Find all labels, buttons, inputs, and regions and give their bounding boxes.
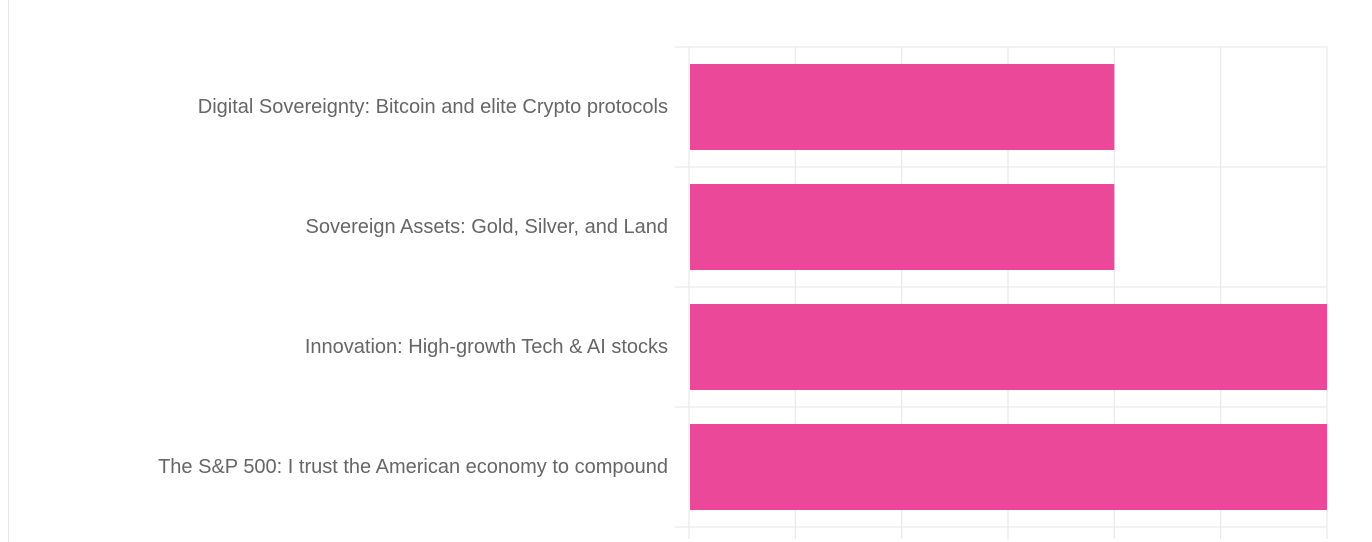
bar bbox=[690, 424, 1327, 510]
category-label: The S&P 500: I trust the American econom… bbox=[158, 456, 668, 478]
category-label: Innovation: High-growth Tech & AI stocks bbox=[305, 336, 668, 358]
chart-category-labels: Digital Sovereignty: Bitcoin and elite C… bbox=[158, 96, 668, 478]
bar bbox=[690, 64, 1115, 150]
category-label: Sovereign Assets: Gold, Silver, and Land bbox=[306, 216, 668, 238]
panel-left-border bbox=[8, 0, 9, 542]
bar bbox=[690, 304, 1327, 390]
chart-bars bbox=[690, 64, 1327, 510]
bar bbox=[690, 184, 1115, 270]
category-label: Digital Sovereignty: Bitcoin and elite C… bbox=[198, 96, 668, 118]
